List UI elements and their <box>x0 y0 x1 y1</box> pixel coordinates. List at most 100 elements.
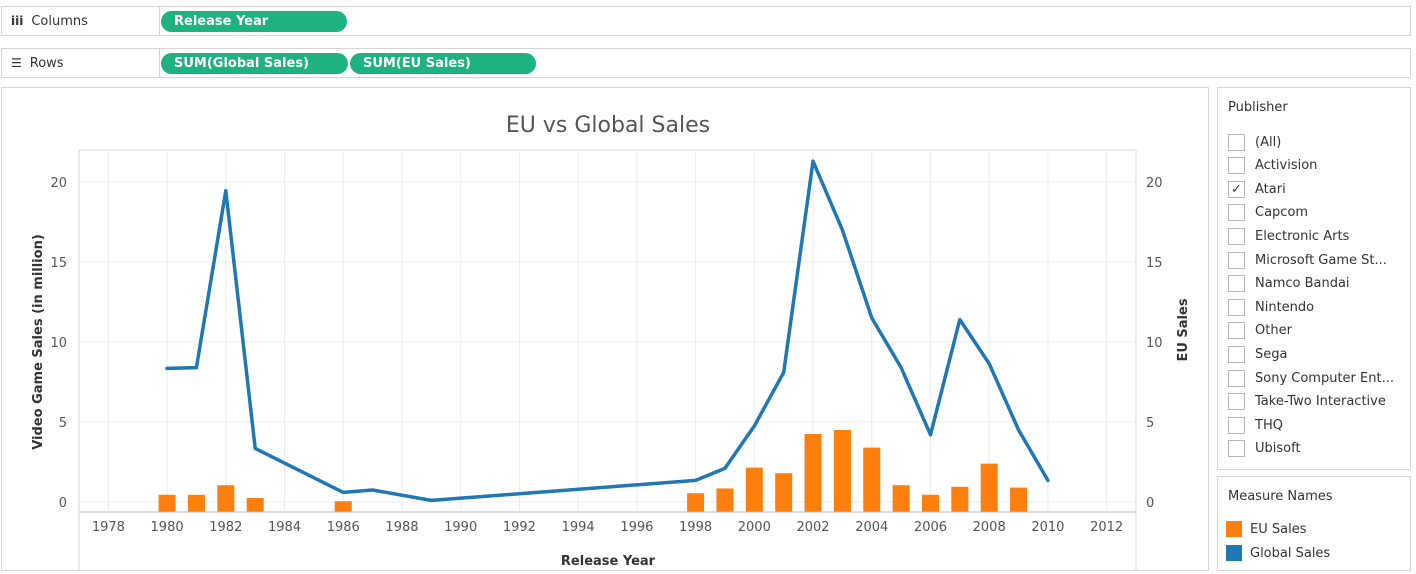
filter-item-label: (All) <box>1255 134 1282 150</box>
x-tick-label: 2006 <box>914 520 947 535</box>
x-tick-label: 1978 <box>92 520 125 535</box>
eu-sales-bar <box>158 494 176 512</box>
y2-tick-label: 15 <box>1146 256 1163 271</box>
columns-label: Columns <box>31 13 88 29</box>
eu-sales-bar <box>804 434 822 512</box>
filter-item[interactable]: Namco Bandai <box>1228 273 1350 295</box>
checkbox-icon[interactable] <box>1228 227 1245 245</box>
eu-sales-bar <box>833 430 851 512</box>
x-tick-label: 2000 <box>738 520 771 535</box>
checkbox-icon[interactable] <box>1228 275 1245 293</box>
eu-sales-bar <box>187 494 205 512</box>
checkbox-icon[interactable] <box>1228 133 1245 151</box>
filter-item-label: Electronic Arts <box>1255 228 1350 244</box>
global-sales-line <box>165 159 1050 503</box>
y2-tick-label: 5 <box>1146 416 1154 431</box>
filter-item[interactable]: Take-Two Interactive <box>1228 391 1386 413</box>
y-tick-label: 15 <box>50 256 67 271</box>
filter-item-label: Nintendo <box>1255 299 1315 315</box>
legend-label: EU Sales <box>1250 521 1307 537</box>
checkbox-icon[interactable] <box>1228 369 1245 387</box>
filter-item-label: Capcom <box>1255 205 1309 221</box>
x-tick-label: 2010 <box>1031 520 1064 535</box>
checkbox-icon[interactable] <box>1228 440 1245 458</box>
checkbox-icon[interactable] <box>1228 157 1245 175</box>
eu-sales-bar <box>716 488 734 512</box>
filter-item-label: Atari <box>1255 181 1286 197</box>
filter-item-label: Take-Two Interactive <box>1255 394 1386 410</box>
chart: EU vs Global Sales 1978 1980 1982 1984 1986 1… <box>31 113 1191 570</box>
y-tick-label: 0 <box>59 496 67 511</box>
rows-label: Rows <box>29 55 64 71</box>
eu-sales-pill[interactable]: SUM(EU Sales) <box>350 53 536 74</box>
filter-item-label: THQ <box>1255 417 1283 433</box>
chart-title: EU vs Global Sales <box>506 113 710 138</box>
y2-tick-label: 20 <box>1146 176 1163 191</box>
filter-item[interactable]: Nintendo <box>1228 296 1314 318</box>
release-year-pill[interactable]: Release Year <box>161 11 347 32</box>
legend-item-eu-sales[interactable]: EU Sales <box>1226 519 1306 539</box>
filter-item-label: Activision <box>1255 158 1318 174</box>
filter-item[interactable]: Capcom <box>1228 202 1308 224</box>
checkbox-icon[interactable] <box>1228 393 1245 411</box>
legend-item-global-sales[interactable]: Global Sales <box>1226 543 1330 563</box>
eu-sales-bar <box>217 485 235 512</box>
x-tick-label: 1982 <box>209 520 242 535</box>
filter-item[interactable]: ✓ Atari <box>1228 178 1286 200</box>
checkbox-icon[interactable] <box>1228 345 1245 363</box>
x-tick-label: 1996 <box>620 520 653 535</box>
rows-shelf: ☰ Rows SUM(Global Sales) SUM(EU Sales) <box>1 48 1411 78</box>
checkbox-icon[interactable] <box>1228 251 1245 269</box>
columns-icon: iii <box>11 14 24 28</box>
legend-title: Measure Names <box>1228 489 1333 504</box>
x-tick-label: 2012 <box>1090 520 1123 535</box>
filter-item[interactable]: Activision <box>1228 155 1317 177</box>
filter-item-label: Sega <box>1255 346 1288 362</box>
filter-item[interactable]: Electronic Arts <box>1228 225 1349 247</box>
line-layer <box>165 159 1050 503</box>
x-tick-label: 1990 <box>444 520 477 535</box>
checkbox-icon[interactable] <box>1228 416 1245 434</box>
x-tick-label: 2008 <box>973 520 1006 535</box>
eu-sales-bar <box>863 447 881 512</box>
y2-axis-label: EU Sales <box>1176 298 1191 361</box>
filter-item[interactable]: Other <box>1228 320 1292 342</box>
filter-item-label: Namco Bandai <box>1255 276 1350 292</box>
rows-icon: ☰ <box>11 56 22 70</box>
eu-sales-bar <box>951 486 969 512</box>
filter-item-label: Ubisoft <box>1255 441 1301 457</box>
y-tick-label: 5 <box>59 416 67 431</box>
eu-sales-bar <box>921 494 939 512</box>
filter-item[interactable]: Sony Computer Ent... <box>1228 367 1394 389</box>
filter-item[interactable]: Microsoft Game St... <box>1228 249 1387 271</box>
global-sales-pill[interactable]: SUM(Global Sales) <box>161 53 348 74</box>
filter-item-label: Other <box>1255 323 1292 339</box>
y-axis-label: Video Game Sales (in million) <box>31 234 46 450</box>
checkbox-icon[interactable] <box>1228 298 1245 316</box>
columns-shelf: iii Columns Release Year <box>1 6 1411 36</box>
eu-sales-bar <box>775 473 793 512</box>
filter-item[interactable]: Sega <box>1228 343 1287 365</box>
x-tick-label: 1998 <box>679 520 712 535</box>
x-tick-label: 2004 <box>855 520 888 535</box>
checkbox-icon[interactable] <box>1228 322 1245 340</box>
rows-shelf-label: ☰ Rows <box>2 49 160 77</box>
checkbox-checked-icon[interactable]: ✓ <box>1228 180 1245 198</box>
filter-item-label: Microsoft Game St... <box>1255 252 1387 268</box>
x-tick-label: 1984 <box>268 520 301 535</box>
filter-item[interactable]: (All) <box>1228 131 1281 153</box>
legend-label: Global Sales <box>1250 545 1331 561</box>
axis-layer: 1978 1980 1982 1984 1986 1988 1990 1992 1994 1996… <box>50 150 1163 570</box>
x-axis-label: Release Year <box>561 554 656 569</box>
y-tick-label: 20 <box>50 176 67 191</box>
x-tick-label: 1994 <box>562 520 595 535</box>
grid-layer <box>79 150 1136 510</box>
eu-sales-bar <box>745 467 763 512</box>
eu-sales-bar <box>892 485 910 512</box>
eu-sales-bar <box>1010 487 1028 512</box>
filter-item[interactable]: THQ <box>1228 414 1283 436</box>
x-tick-label: 2002 <box>796 520 829 535</box>
filter-item[interactable]: Ubisoft <box>1228 438 1301 460</box>
checkbox-icon[interactable] <box>1228 204 1245 222</box>
x-tick-label: 1988 <box>385 520 418 535</box>
